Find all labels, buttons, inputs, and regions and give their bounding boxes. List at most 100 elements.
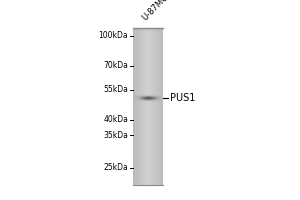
- Bar: [144, 101, 145, 102]
- Bar: [137, 95, 138, 96]
- Bar: [151, 95, 152, 96]
- Bar: [138, 94, 139, 95]
- Bar: [135, 98, 136, 99]
- Text: U-87MG: U-87MG: [140, 0, 170, 22]
- Bar: [158, 98, 159, 99]
- Bar: [150, 99, 151, 100]
- Bar: [158, 101, 159, 102]
- Bar: [147, 98, 148, 99]
- Bar: [139, 95, 140, 96]
- Bar: [152, 95, 153, 96]
- Bar: [141, 99, 142, 100]
- Bar: [138, 101, 139, 102]
- Bar: [162, 95, 163, 96]
- Bar: [161, 99, 162, 100]
- Bar: [150, 97, 151, 98]
- Bar: [136, 96, 137, 97]
- Bar: [154, 97, 155, 98]
- Bar: [140, 98, 141, 99]
- Bar: [144, 98, 145, 99]
- Bar: [146, 28, 147, 185]
- Bar: [133, 99, 134, 100]
- Bar: [155, 97, 156, 98]
- Bar: [148, 99, 149, 100]
- Bar: [136, 98, 137, 99]
- Bar: [159, 101, 160, 102]
- Bar: [149, 98, 150, 99]
- Bar: [134, 100, 135, 101]
- Bar: [162, 101, 163, 102]
- Bar: [140, 95, 141, 96]
- Bar: [160, 100, 161, 101]
- Bar: [158, 99, 159, 100]
- Bar: [153, 100, 154, 101]
- Bar: [140, 97, 141, 98]
- Bar: [161, 95, 162, 96]
- Bar: [141, 97, 142, 98]
- Bar: [162, 28, 163, 185]
- Bar: [155, 101, 156, 102]
- Bar: [142, 100, 143, 101]
- Bar: [147, 101, 148, 102]
- Bar: [135, 94, 136, 95]
- Text: 40kDa: 40kDa: [103, 116, 128, 124]
- Bar: [144, 95, 145, 96]
- Bar: [141, 96, 142, 97]
- Bar: [133, 96, 134, 97]
- Bar: [143, 101, 144, 102]
- Bar: [148, 95, 149, 96]
- Text: 35kDa: 35kDa: [103, 130, 128, 140]
- Bar: [159, 28, 160, 185]
- Bar: [139, 99, 140, 100]
- Bar: [135, 28, 136, 185]
- Bar: [149, 95, 150, 96]
- Bar: [146, 97, 147, 98]
- Bar: [139, 28, 140, 185]
- Bar: [150, 101, 151, 102]
- Bar: [138, 95, 139, 96]
- Bar: [158, 97, 159, 98]
- Bar: [154, 28, 155, 185]
- Bar: [145, 100, 146, 101]
- Bar: [146, 96, 147, 97]
- Bar: [141, 98, 142, 99]
- Bar: [152, 98, 153, 99]
- Bar: [156, 99, 157, 100]
- Bar: [155, 99, 156, 100]
- Bar: [161, 96, 162, 97]
- Bar: [159, 96, 160, 97]
- Bar: [141, 28, 142, 185]
- Bar: [139, 98, 140, 99]
- Bar: [162, 98, 163, 99]
- Bar: [162, 99, 163, 100]
- Bar: [155, 28, 156, 185]
- Bar: [139, 101, 140, 102]
- Bar: [145, 99, 146, 100]
- Bar: [140, 96, 141, 97]
- Bar: [147, 96, 148, 97]
- Bar: [137, 97, 138, 98]
- Bar: [134, 97, 135, 98]
- Bar: [149, 97, 150, 98]
- Bar: [155, 98, 156, 99]
- Bar: [158, 28, 159, 185]
- Bar: [147, 99, 148, 100]
- Bar: [149, 96, 150, 97]
- Bar: [154, 100, 155, 101]
- Bar: [153, 99, 154, 100]
- Bar: [150, 28, 151, 185]
- Bar: [136, 101, 137, 102]
- Bar: [152, 97, 153, 98]
- Bar: [144, 99, 145, 100]
- Bar: [157, 96, 158, 97]
- Bar: [146, 98, 147, 99]
- Bar: [141, 100, 142, 101]
- Bar: [144, 96, 145, 97]
- Bar: [142, 97, 143, 98]
- Bar: [133, 100, 134, 101]
- Bar: [149, 99, 150, 100]
- Bar: [138, 97, 139, 98]
- Bar: [138, 28, 139, 185]
- Bar: [142, 28, 143, 185]
- Bar: [142, 96, 143, 97]
